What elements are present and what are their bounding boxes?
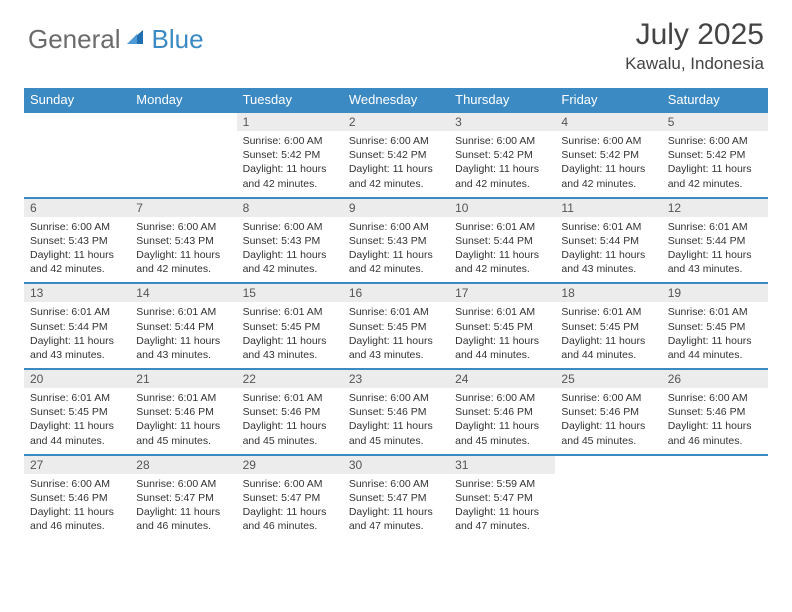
day-info-cell: Sunrise: 6:01 AMSunset: 5:46 PMDaylight:… — [130, 388, 236, 455]
day-number-cell: 26 — [662, 369, 768, 388]
day-info-cell: Sunrise: 6:00 AMSunset: 5:43 PMDaylight:… — [24, 217, 130, 284]
day-number-cell: 25 — [555, 369, 661, 388]
day-number-cell: 3 — [449, 112, 555, 131]
day-number-cell: 28 — [130, 455, 236, 474]
day-info-cell — [662, 474, 768, 540]
day-info-cell: Sunrise: 6:00 AMSunset: 5:42 PMDaylight:… — [237, 131, 343, 198]
day-info-cell: Sunrise: 6:00 AMSunset: 5:47 PMDaylight:… — [343, 474, 449, 540]
day-number-cell: 11 — [555, 198, 661, 217]
day-number-cell: 7 — [130, 198, 236, 217]
day-number-cell: 22 — [237, 369, 343, 388]
day-number-cell: 6 — [24, 198, 130, 217]
logo: General Blue — [28, 24, 204, 55]
weekday-header-row: Sunday Monday Tuesday Wednesday Thursday… — [24, 88, 768, 112]
day-number-row: 12345 — [24, 112, 768, 131]
day-info-cell — [555, 474, 661, 540]
day-info-cell: Sunrise: 6:01 AMSunset: 5:45 PMDaylight:… — [237, 302, 343, 369]
day-number-row: 6789101112 — [24, 198, 768, 217]
day-info-row: Sunrise: 6:01 AMSunset: 5:44 PMDaylight:… — [24, 302, 768, 369]
day-number-cell: 18 — [555, 283, 661, 302]
day-info-cell: Sunrise: 5:59 AMSunset: 5:47 PMDaylight:… — [449, 474, 555, 540]
day-number-cell: 15 — [237, 283, 343, 302]
day-info-cell: Sunrise: 6:00 AMSunset: 5:42 PMDaylight:… — [555, 131, 661, 198]
day-number-cell: 5 — [662, 112, 768, 131]
day-info-row: Sunrise: 6:01 AMSunset: 5:45 PMDaylight:… — [24, 388, 768, 455]
day-info-cell: Sunrise: 6:01 AMSunset: 5:44 PMDaylight:… — [662, 217, 768, 284]
day-number-cell: 20 — [24, 369, 130, 388]
day-info-cell: Sunrise: 6:01 AMSunset: 5:45 PMDaylight:… — [343, 302, 449, 369]
day-info-cell: Sunrise: 6:00 AMSunset: 5:43 PMDaylight:… — [130, 217, 236, 284]
weekday-header: Monday — [130, 88, 236, 112]
day-number-cell: 13 — [24, 283, 130, 302]
weekday-header: Friday — [555, 88, 661, 112]
weekday-header: Tuesday — [237, 88, 343, 112]
day-number-cell: 17 — [449, 283, 555, 302]
weekday-header: Wednesday — [343, 88, 449, 112]
day-info-cell — [130, 131, 236, 198]
day-number-cell — [130, 112, 236, 131]
day-info-cell: Sunrise: 6:01 AMSunset: 5:45 PMDaylight:… — [24, 388, 130, 455]
logo-sail-icon — [125, 26, 147, 53]
day-info-cell: Sunrise: 6:01 AMSunset: 5:44 PMDaylight:… — [555, 217, 661, 284]
day-number-cell: 23 — [343, 369, 449, 388]
day-info-row: Sunrise: 6:00 AMSunset: 5:43 PMDaylight:… — [24, 217, 768, 284]
header: General Blue July 2025 Kawalu, Indonesia — [0, 0, 792, 82]
day-number-cell: 4 — [555, 112, 661, 131]
day-info-cell: Sunrise: 6:01 AMSunset: 5:45 PMDaylight:… — [662, 302, 768, 369]
weekday-header: Thursday — [449, 88, 555, 112]
day-info-cell: Sunrise: 6:00 AMSunset: 5:47 PMDaylight:… — [130, 474, 236, 540]
day-number-cell — [24, 112, 130, 131]
day-number-cell: 1 — [237, 112, 343, 131]
day-number-cell: 30 — [343, 455, 449, 474]
day-number-cell — [662, 455, 768, 474]
day-number-cell: 19 — [662, 283, 768, 302]
day-info-cell: Sunrise: 6:00 AMSunset: 5:46 PMDaylight:… — [662, 388, 768, 455]
day-info-row: Sunrise: 6:00 AMSunset: 5:46 PMDaylight:… — [24, 474, 768, 540]
day-number-cell: 2 — [343, 112, 449, 131]
day-number-cell — [555, 455, 661, 474]
day-info-cell: Sunrise: 6:00 AMSunset: 5:43 PMDaylight:… — [343, 217, 449, 284]
day-number-cell: 9 — [343, 198, 449, 217]
location: Kawalu, Indonesia — [625, 54, 764, 74]
day-info-cell: Sunrise: 6:00 AMSunset: 5:42 PMDaylight:… — [662, 131, 768, 198]
day-number-cell: 14 — [130, 283, 236, 302]
day-number-cell: 31 — [449, 455, 555, 474]
logo-text-blue: Blue — [152, 24, 204, 55]
day-number-row: 2728293031 — [24, 455, 768, 474]
day-info-cell — [24, 131, 130, 198]
day-number-cell: 16 — [343, 283, 449, 302]
title-block: July 2025 Kawalu, Indonesia — [625, 18, 764, 74]
day-number-cell: 12 — [662, 198, 768, 217]
day-number-row: 20212223242526 — [24, 369, 768, 388]
day-number-cell: 29 — [237, 455, 343, 474]
day-info-cell: Sunrise: 6:01 AMSunset: 5:44 PMDaylight:… — [130, 302, 236, 369]
logo-text-general: General — [28, 24, 121, 55]
day-number-row: 13141516171819 — [24, 283, 768, 302]
day-number-cell: 21 — [130, 369, 236, 388]
day-info-cell: Sunrise: 6:00 AMSunset: 5:43 PMDaylight:… — [237, 217, 343, 284]
day-info-cell: Sunrise: 6:00 AMSunset: 5:46 PMDaylight:… — [24, 474, 130, 540]
day-info-cell: Sunrise: 6:01 AMSunset: 5:45 PMDaylight:… — [449, 302, 555, 369]
day-info-cell: Sunrise: 6:01 AMSunset: 5:46 PMDaylight:… — [237, 388, 343, 455]
day-info-cell: Sunrise: 6:00 AMSunset: 5:46 PMDaylight:… — [449, 388, 555, 455]
day-info-row: Sunrise: 6:00 AMSunset: 5:42 PMDaylight:… — [24, 131, 768, 198]
calendar-table: Sunday Monday Tuesday Wednesday Thursday… — [24, 88, 768, 539]
weekday-header: Saturday — [662, 88, 768, 112]
day-info-cell: Sunrise: 6:00 AMSunset: 5:46 PMDaylight:… — [555, 388, 661, 455]
day-info-cell: Sunrise: 6:00 AMSunset: 5:46 PMDaylight:… — [343, 388, 449, 455]
day-info-cell: Sunrise: 6:01 AMSunset: 5:44 PMDaylight:… — [24, 302, 130, 369]
month-title: July 2025 — [625, 18, 764, 52]
weekday-header: Sunday — [24, 88, 130, 112]
day-number-cell: 10 — [449, 198, 555, 217]
day-number-cell: 24 — [449, 369, 555, 388]
day-info-cell: Sunrise: 6:00 AMSunset: 5:47 PMDaylight:… — [237, 474, 343, 540]
day-info-cell: Sunrise: 6:01 AMSunset: 5:45 PMDaylight:… — [555, 302, 661, 369]
day-info-cell: Sunrise: 6:00 AMSunset: 5:42 PMDaylight:… — [343, 131, 449, 198]
day-info-cell: Sunrise: 6:01 AMSunset: 5:44 PMDaylight:… — [449, 217, 555, 284]
day-number-cell: 8 — [237, 198, 343, 217]
day-number-cell: 27 — [24, 455, 130, 474]
day-info-cell: Sunrise: 6:00 AMSunset: 5:42 PMDaylight:… — [449, 131, 555, 198]
